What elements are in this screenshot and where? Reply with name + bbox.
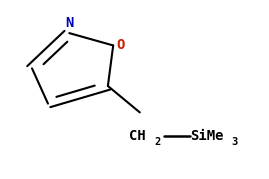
Text: 2: 2 (154, 137, 161, 147)
Text: SiMe: SiMe (190, 129, 224, 143)
Text: N: N (65, 16, 73, 30)
Text: 3: 3 (232, 137, 238, 147)
Text: CH: CH (129, 129, 146, 143)
Text: O: O (116, 38, 125, 52)
